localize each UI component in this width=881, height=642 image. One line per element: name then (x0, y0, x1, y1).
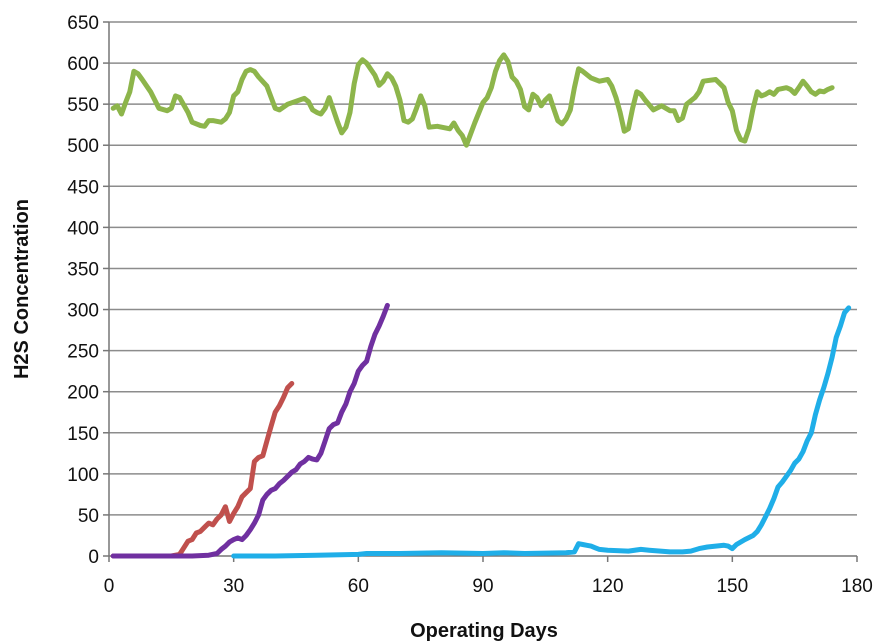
x-tick-label-90: 90 (472, 576, 493, 597)
y-tick-label-50: 50 (78, 506, 99, 527)
x-tick-label-180: 180 (841, 576, 873, 597)
x-axis-title: Operating Days (410, 620, 558, 642)
series-line-2 (110, 381, 295, 559)
y-tick-label-250: 250 (67, 342, 99, 363)
y-tick-label-350: 350 (67, 259, 99, 280)
series-line-4 (231, 305, 852, 559)
series-line-3 (110, 302, 390, 559)
y-tick-label-300: 300 (67, 301, 99, 322)
y-tick-label-500: 500 (67, 136, 99, 157)
gridlines (109, 21, 857, 516)
y-tick-label-450: 450 (67, 177, 99, 198)
y-tick-labels: 0 50 100 150 200 250 300 350 400 450 500 550 600 650 (67, 13, 99, 568)
x-tick-labels: 0 30 60 90 120 150 180 (104, 576, 873, 597)
y-tick-label-0: 0 (88, 547, 99, 568)
x-tick-label-150: 150 (716, 576, 748, 597)
series-lines (110, 52, 852, 559)
y-tick-label-600: 600 (67, 54, 99, 75)
y-tick-label-150: 150 (67, 424, 99, 445)
y-axis-title: H2S Concentration (11, 199, 33, 379)
y-tick-label-100: 100 (67, 465, 99, 486)
x-tick-label-120: 120 (592, 576, 624, 597)
y-tick-label-550: 550 (67, 95, 99, 116)
y-tick-label-200: 200 (67, 383, 99, 404)
x-tick-label-0: 0 (104, 576, 115, 597)
y-tick-label-650: 650 (67, 13, 99, 34)
axes (103, 21, 858, 562)
x-tick-label-30: 30 (223, 576, 244, 597)
series-line-1 (110, 52, 835, 148)
y-tick-label-400: 400 (67, 218, 99, 239)
x-tick-label-60: 60 (348, 576, 369, 597)
